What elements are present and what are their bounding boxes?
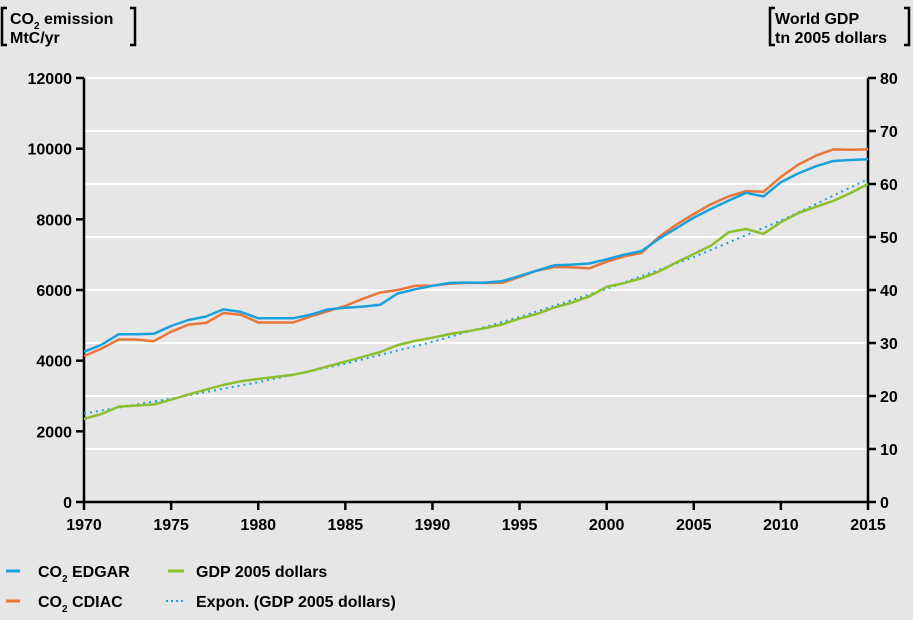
left-axis-title: CO2 emission MtC/yr bbox=[0, 6, 137, 47]
right-axis-title-line1: World GDP bbox=[775, 11, 859, 28]
series-line-gdp-2005-dollars bbox=[83, 182, 869, 421]
axes: 0 2000 4000 6000 8000 10000 12000 0 10 20 30 40 50 60… bbox=[28, 71, 898, 534]
left-tick-label: 6000 bbox=[36, 283, 72, 300]
x-tick-label: 1975 bbox=[153, 517, 189, 534]
grid-lines bbox=[84, 77, 868, 450]
x-tick-label: 2005 bbox=[676, 517, 712, 534]
left-axis-title-line1: CO2 emission bbox=[10, 11, 113, 32]
right-tick-label: 30 bbox=[880, 336, 898, 353]
legend-item-gdp: GDP 2005 dollars bbox=[168, 564, 327, 581]
left-tick-label: 10000 bbox=[28, 142, 73, 159]
right-tick-label: 0 bbox=[880, 495, 889, 512]
left-tick-label: 0 bbox=[63, 495, 72, 512]
x-tick-label: 1985 bbox=[328, 517, 364, 534]
legend-item-cdiac: CO2 CDIAC bbox=[6, 594, 123, 615]
right-tick-label: 50 bbox=[880, 230, 898, 247]
x-tick-label: 1970 bbox=[66, 517, 102, 534]
legend-item-expon: Expon. (GDP 2005 dollars) bbox=[166, 594, 396, 611]
series-line-co2-edgar bbox=[83, 158, 869, 353]
right-axis-title-line2: tn 2005 dollars bbox=[775, 30, 887, 47]
legend-item-edgar: CO2 EDGAR bbox=[6, 564, 130, 585]
right-tick-label: 70 bbox=[880, 124, 898, 141]
legend-label-cdiac: CO2 CDIAC bbox=[38, 594, 123, 615]
left-tick-label: 2000 bbox=[36, 424, 72, 441]
series-line-expon-gdp-2005-dollars bbox=[83, 178, 869, 415]
right-tick-label: 80 bbox=[880, 71, 898, 88]
legend-label-edgar: CO2 EDGAR bbox=[38, 564, 130, 585]
x-tick-label: 2010 bbox=[763, 517, 799, 534]
left-tick-label: 8000 bbox=[36, 212, 72, 229]
right-tick-label: 20 bbox=[880, 389, 898, 406]
legend-label-gdp: GDP 2005 dollars bbox=[196, 564, 327, 581]
legend-label-expon: Expon. (GDP 2005 dollars) bbox=[196, 594, 396, 611]
legend: CO2 EDGAR CO2 CDIAC GDP 2005 dollars Exp… bbox=[6, 564, 396, 615]
left-axis-title-line2: MtC/yr bbox=[10, 30, 60, 47]
right-tick-label: 40 bbox=[880, 283, 898, 300]
x-tick-label: 2000 bbox=[589, 517, 625, 534]
x-tick-label: 1995 bbox=[502, 517, 538, 534]
x-tick-label: 2015 bbox=[850, 517, 886, 534]
right-axis-title: World GDP tn 2005 dollars bbox=[768, 6, 911, 47]
x-tick-label: 1980 bbox=[240, 517, 276, 534]
left-tick-label: 12000 bbox=[28, 71, 73, 88]
left-tick-label: 4000 bbox=[36, 354, 72, 371]
series bbox=[83, 148, 869, 421]
right-tick-label: 60 bbox=[880, 177, 898, 194]
x-tick-label: 1990 bbox=[415, 517, 451, 534]
right-tick-label: 10 bbox=[880, 442, 898, 459]
